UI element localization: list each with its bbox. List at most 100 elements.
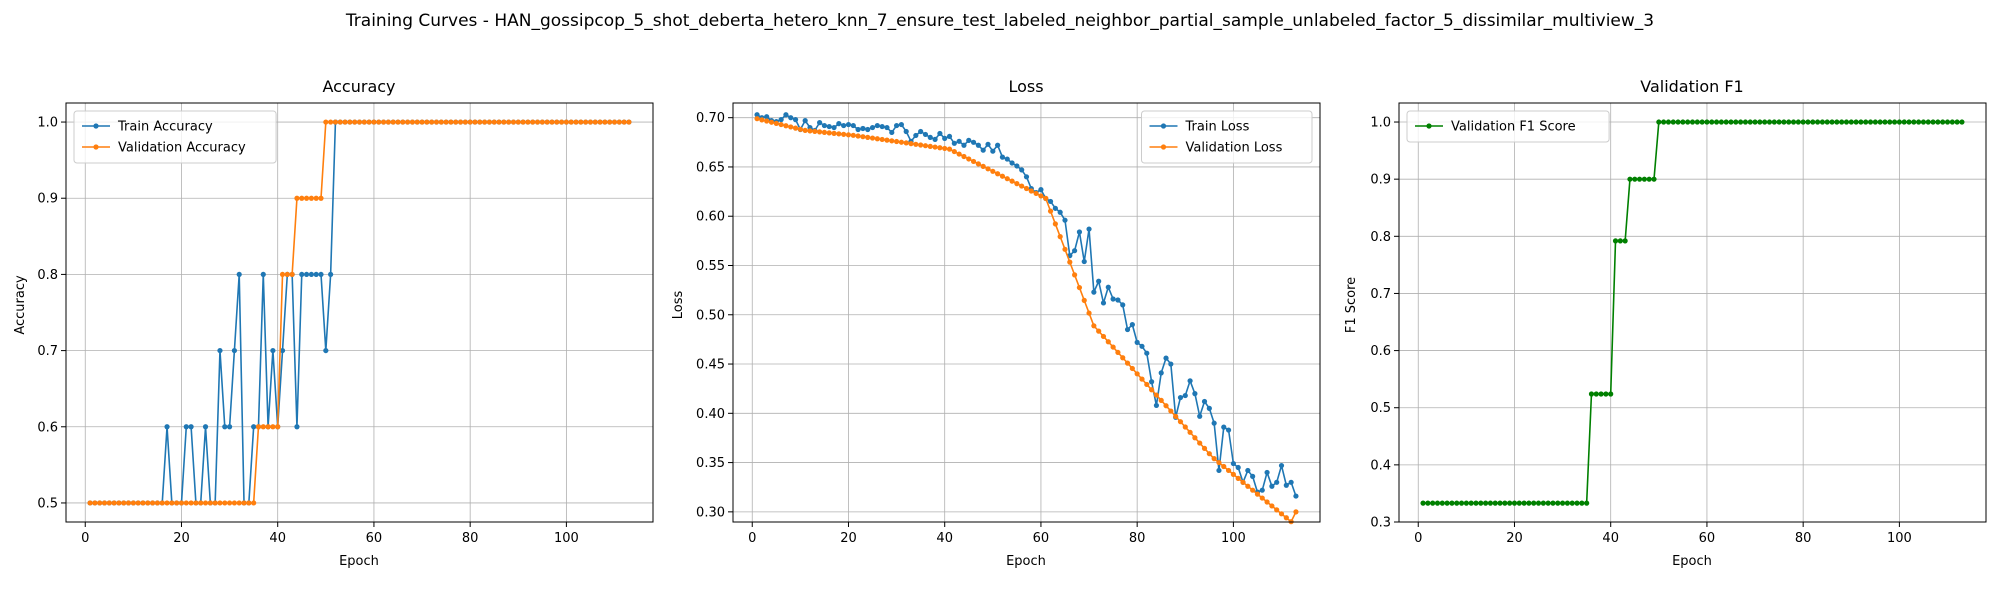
loss-series-1-point [869, 135, 876, 141]
accuracy-series-0-point [313, 271, 319, 278]
loss-series-1-point [1221, 463, 1227, 470]
accuracy-series-1-point [284, 271, 290, 278]
accuracy-series-0-point [236, 271, 242, 278]
f1-series-0-point [1478, 500, 1484, 506]
accuracy-series-1-point [578, 119, 584, 125]
accuracy-series-1-point [573, 119, 579, 125]
accuracy-series-1-point [356, 119, 363, 125]
accuracy-series-1-point [169, 500, 175, 506]
loss-series-1-point [1177, 419, 1184, 425]
f1-series-0-point [1579, 500, 1585, 506]
accuracy-y-axis-label: Accuracy [13, 275, 28, 335]
loss-legend-swatch-marker [1160, 123, 1167, 129]
loss-series-0-point [802, 118, 808, 124]
accuracy-series-1-point [87, 500, 93, 506]
loss-series-0-point [1259, 487, 1265, 493]
accuracy-series-1-point [424, 119, 430, 125]
loss-series-0-point [1264, 469, 1270, 476]
accuracy-series-1-point [217, 500, 223, 506]
loss-series-0-point [990, 148, 996, 154]
accuracy-series-1-point [501, 119, 507, 125]
loss-series-0-point [1168, 361, 1174, 367]
accuracy-series-1-point [462, 119, 468, 125]
accuracy-series-1-point [510, 119, 517, 125]
f1-series-0 [1420, 119, 1965, 506]
loss-series-1-point [768, 119, 775, 125]
loss-series-1-point [1047, 208, 1054, 214]
f1-series-0-point [1439, 500, 1445, 506]
loss-series-1-point [1278, 511, 1285, 517]
accuracy-series-1-point [97, 500, 103, 506]
f1-series-0-point [1944, 119, 1951, 125]
accuracy-series-1-point [429, 119, 435, 125]
loss-series-1-point [946, 146, 953, 152]
f1-series-0-point [1622, 238, 1628, 244]
f1-series-0-point [1521, 500, 1527, 506]
loss-series-0-point [985, 141, 991, 147]
loss-series-1-point [1096, 328, 1102, 334]
f1-series-0-point [1800, 119, 1806, 125]
accuracy-series-1-point [477, 119, 483, 125]
f1-series-0-point [1559, 500, 1566, 506]
loss-legend-label: Train Loss [1185, 120, 1250, 135]
loss-series-0-point [932, 136, 938, 142]
accuracy-x-tick-label: 60 [366, 531, 383, 546]
accuracy-series-1-point [405, 119, 411, 125]
loss-series-1-point [970, 158, 977, 165]
loss-series-0-point [764, 114, 770, 120]
loss-series-0-point [1004, 156, 1010, 162]
accuracy-series-0-point [308, 271, 314, 278]
f1-series-0-point [1872, 119, 1878, 125]
loss-series-1-point [1264, 499, 1270, 505]
accuracy-series-1-point [178, 500, 185, 506]
loss-series-1-point [1168, 408, 1174, 414]
loss-series-1-point [903, 140, 909, 146]
accuracy-series-1-point [279, 271, 286, 278]
accuracy-series-1-point [544, 119, 550, 125]
loss-series-1-point [884, 137, 890, 143]
accuracy-series-1-point [607, 119, 613, 125]
f1-series-0-point [1617, 238, 1623, 244]
accuracy-series-1-point [602, 119, 608, 125]
loss-series-1-point [783, 123, 789, 129]
loss-series-1-point [860, 134, 866, 140]
loss-series-0-point [860, 125, 866, 132]
loss-series-1-point [956, 151, 962, 157]
f1-series-0-point [1920, 119, 1927, 125]
loss-series-1-point [1067, 259, 1073, 265]
accuracy-series-1-point [236, 500, 242, 506]
loss-series-0-point [1225, 427, 1232, 433]
loss-series-1-point [1038, 193, 1044, 199]
loss-series-1-point [1187, 429, 1193, 435]
f1-x-tick-label: 20 [1506, 531, 1523, 546]
f1-series-0-point [1766, 119, 1773, 125]
loss-y-tick-label: 0.50 [696, 308, 725, 323]
loss-series-0-point [778, 117, 784, 123]
f1-series-0-point [1815, 119, 1821, 125]
accuracy-series-1-point [390, 119, 396, 125]
loss-series-0-point [1197, 413, 1203, 419]
accuracy-series-1-point [597, 119, 603, 125]
accuracy-series-0-point [294, 424, 300, 430]
accuracy-series-1-point [135, 500, 141, 506]
loss-series-1-point [845, 132, 852, 138]
loss-series-0-point [788, 115, 794, 121]
accuracy-series-0 [87, 119, 632, 506]
loss-series-0-point [1158, 370, 1164, 376]
loss-series-0-point [1235, 464, 1241, 471]
f1-series-0-point [1699, 119, 1705, 125]
loss-series-1-point [1274, 507, 1280, 513]
f1-series-0-point [1550, 500, 1556, 506]
f1-series-0-point [1805, 119, 1811, 125]
loss-series-0-point [1072, 248, 1078, 254]
accuracy-series-1-point [150, 500, 156, 506]
accuracy-series-1-point [371, 119, 377, 125]
loss-series-0-point [865, 126, 871, 133]
loss-series-1-point [1115, 349, 1121, 356]
f1-series-0-point [1723, 119, 1729, 125]
loss-y-tick-label: 0.65 [696, 160, 725, 175]
loss-y-axis-label: Loss [671, 291, 686, 320]
f1-series-0-point [1685, 119, 1691, 125]
loss-series-1-point [773, 120, 779, 126]
loss-series-0-point [1216, 467, 1222, 474]
